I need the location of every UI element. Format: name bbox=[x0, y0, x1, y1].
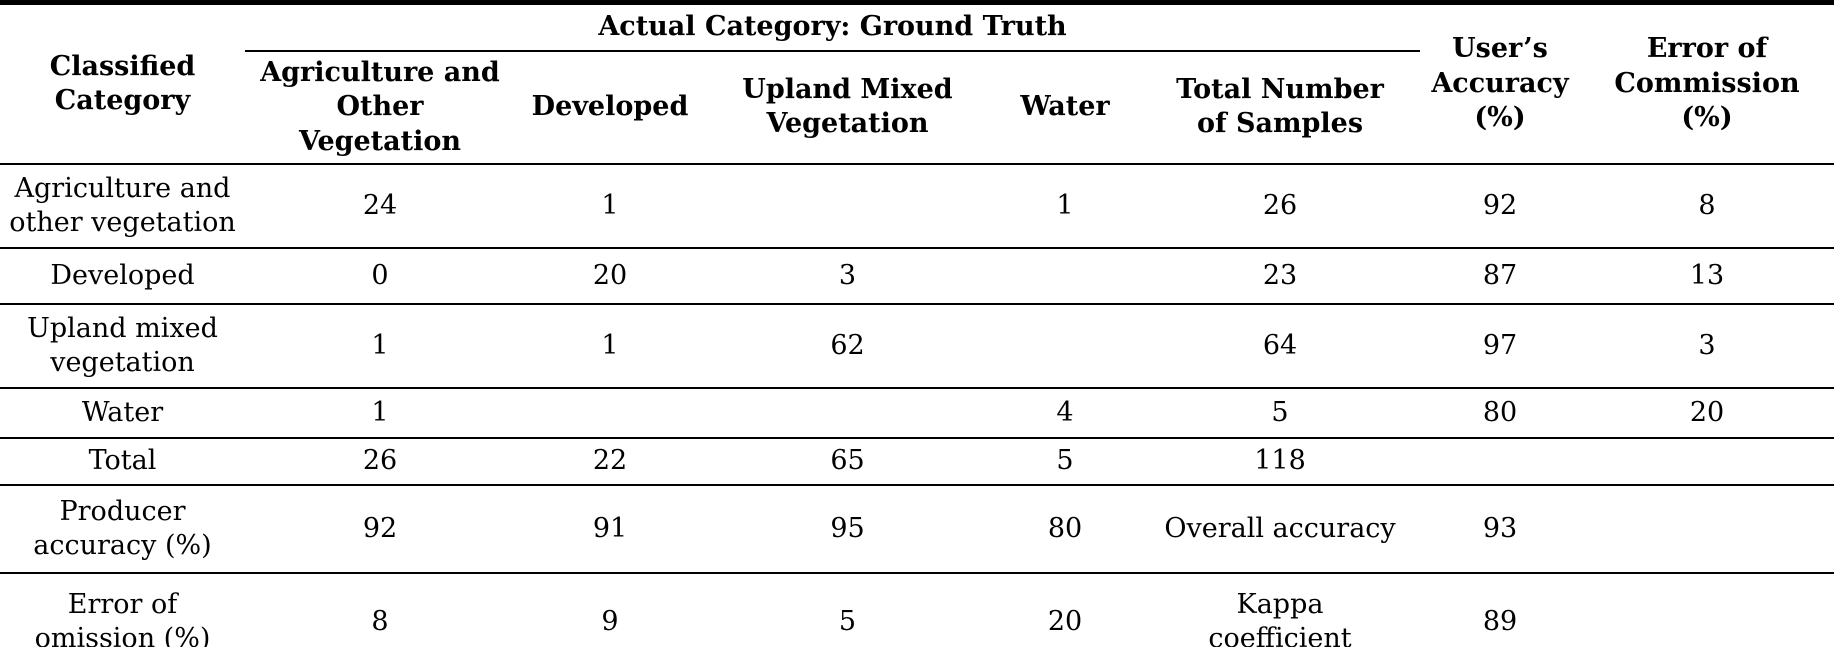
header-col-agriculture: Agriculture and Other Vegetation bbox=[245, 50, 515, 166]
header-classified-category: Classified Category bbox=[0, 2, 245, 166]
table-row: Upland mixed vegetation 1 1 62 64 97 3 bbox=[0, 304, 1834, 390]
data-cell bbox=[1580, 573, 1834, 647]
data-cell: 23 bbox=[1140, 248, 1420, 306]
table-row: Developed 0 20 3 23 87 13 bbox=[0, 248, 1834, 306]
data-cell: 64 bbox=[1140, 304, 1420, 390]
data-cell: 80 bbox=[990, 485, 1140, 575]
data-cell: 118 bbox=[1140, 438, 1420, 487]
data-cell: 5 bbox=[990, 438, 1140, 487]
data-cell: 3 bbox=[705, 248, 990, 306]
header-row-spanner: Classified Category Actual Category: Gro… bbox=[0, 2, 1834, 166]
data-cell: 91 bbox=[515, 485, 705, 575]
data-cell bbox=[705, 164, 990, 250]
data-cell: 22 bbox=[515, 438, 705, 487]
data-cell: 87 bbox=[1420, 248, 1580, 306]
data-cell bbox=[705, 388, 990, 440]
data-cell: 1 bbox=[515, 164, 705, 250]
data-cell: 89 bbox=[1482, 605, 1518, 637]
data-cell bbox=[990, 304, 1140, 390]
row-label: Agriculture and other vegetation bbox=[0, 164, 245, 250]
table-row: Water 1 4 5 80 20 bbox=[0, 388, 1834, 440]
data-cell: 95 bbox=[705, 485, 990, 575]
data-cell bbox=[990, 248, 1140, 306]
data-cell: 26 bbox=[1140, 164, 1420, 250]
table-row: Producer accuracy (%) 92 91 95 80 Overal… bbox=[0, 485, 1834, 575]
header-error-commission: Error of Commission (%) bbox=[1580, 2, 1834, 166]
data-cell: 20 bbox=[515, 248, 705, 306]
table-row: Total 26 22 65 5 118 bbox=[0, 438, 1834, 487]
header-col-water: Water bbox=[990, 50, 1140, 166]
data-cell: 1 bbox=[515, 304, 705, 390]
data-cell: 24 bbox=[245, 164, 515, 250]
data-cell bbox=[1580, 438, 1834, 487]
data-cell: 92 bbox=[1420, 164, 1580, 250]
data-cell: 0 bbox=[245, 248, 515, 306]
data-cell: 4 bbox=[990, 388, 1140, 440]
table-row: Error of omission (%) 8 9 5 20 Kappa coe… bbox=[0, 573, 1834, 647]
data-cell: 5 bbox=[838, 605, 857, 637]
data-cell: 8 bbox=[1580, 164, 1834, 250]
row-label: Upland mixed vegetation bbox=[0, 304, 245, 390]
data-cell: 62 bbox=[705, 304, 990, 390]
data-cell bbox=[515, 388, 705, 440]
data-cell: 20 bbox=[1580, 388, 1834, 440]
data-cell: 9 bbox=[601, 605, 619, 637]
header-col-total-samples: Total Number of Samples bbox=[1140, 50, 1420, 166]
row-label: Water bbox=[0, 388, 245, 440]
data-cell: Kappa coefficient bbox=[1208, 588, 1352, 647]
row-label: Developed bbox=[0, 248, 245, 306]
row-label: Error of omission (%) bbox=[34, 588, 211, 647]
data-cell: 93 bbox=[1420, 485, 1580, 575]
header-row-subcolumns: Agriculture and Other Vegetation Develop… bbox=[0, 50, 1834, 166]
header-col-developed: Developed bbox=[515, 50, 705, 166]
data-cell: 20 bbox=[1047, 605, 1083, 637]
data-cell: 5 bbox=[1140, 388, 1420, 440]
header-col-upland-mixed: Upland Mixed Vegetation bbox=[705, 50, 990, 166]
data-cell: 80 bbox=[1420, 388, 1580, 440]
data-cell: 8 bbox=[371, 605, 389, 637]
header-ground-truth-span: Actual Category: Ground Truth bbox=[245, 2, 1420, 52]
row-label: Total bbox=[0, 438, 245, 487]
data-cell: Overall accuracy bbox=[1140, 485, 1420, 575]
row-label: Producer accuracy (%) bbox=[0, 485, 245, 575]
data-cell: 13 bbox=[1580, 248, 1834, 306]
data-cell bbox=[1420, 438, 1580, 487]
data-cell: 65 bbox=[705, 438, 990, 487]
data-cell: 3 bbox=[1580, 304, 1834, 390]
data-cell: 1 bbox=[990, 164, 1140, 250]
data-cell: 1 bbox=[245, 388, 515, 440]
data-cell: 1 bbox=[245, 304, 515, 390]
data-cell: 26 bbox=[245, 438, 515, 487]
table-row: Agriculture and other vegetation 24 1 1 … bbox=[0, 164, 1834, 250]
data-cell bbox=[1580, 485, 1834, 575]
header-users-accuracy: User’s Accuracy (%) bbox=[1420, 2, 1580, 166]
data-cell: 97 bbox=[1420, 304, 1580, 390]
data-cell: 92 bbox=[245, 485, 515, 575]
